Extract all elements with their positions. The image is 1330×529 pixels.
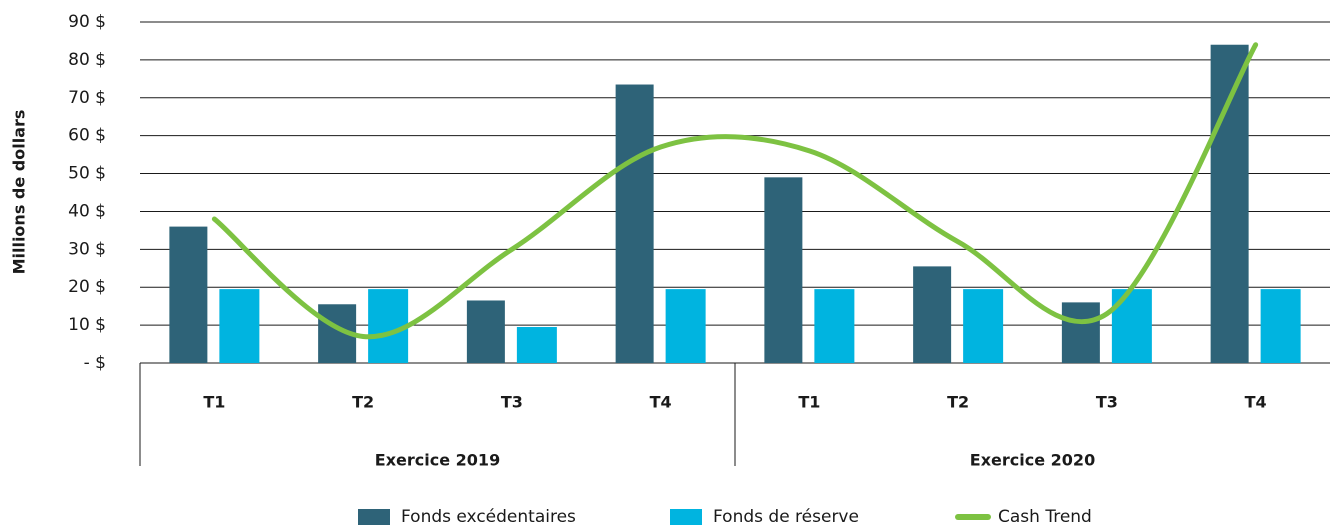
y-tick-label: 30 $ [68,239,106,259]
x-tick-label: T1 [203,393,225,412]
x-tick-label: T4 [1245,393,1267,412]
bar [169,226,208,363]
group-label: Exercice 2019 [375,451,500,470]
legend-swatch [358,509,390,525]
y-tick-label: 90 $ [68,12,106,32]
y-tick-label: 70 $ [68,88,106,108]
bar [219,289,260,363]
bar [913,266,952,363]
bar [814,289,855,363]
bar [516,327,557,363]
legend-label: Fonds excédentaires [401,507,576,525]
trend-line [211,42,1259,340]
bar [764,177,803,363]
legend-label: Fonds de réserve [713,507,859,525]
y-tick-label: 80 $ [68,50,106,70]
bar [1111,289,1152,363]
y-tick-label: 60 $ [68,126,106,146]
x-tick-label: T1 [798,393,820,412]
bar [1260,289,1301,363]
legend-label: Cash Trend [998,507,1092,525]
bar [1210,44,1249,363]
y-tick-label: 10 $ [68,315,106,335]
x-tick-label: T3 [1096,393,1118,412]
x-tick-label: T2 [947,393,969,412]
y-tick-label: 20 $ [68,277,106,297]
y-tick-label: 50 $ [68,164,106,184]
bar [368,289,409,363]
group-label: Exercice 2020 [970,451,1095,470]
bar [615,84,654,364]
y-axis-title: Millions de dollars [10,110,29,275]
bar [1061,302,1100,363]
x-tick-label: T3 [501,393,523,412]
bar [963,289,1004,363]
y-tick-label: - $ [84,353,106,373]
y-tick-label: 40 $ [68,201,106,221]
x-tick-label: T2 [352,393,374,412]
bar [665,289,706,363]
bar [466,300,505,363]
x-tick-label: T4 [650,393,672,412]
legend-swatch [670,509,702,525]
